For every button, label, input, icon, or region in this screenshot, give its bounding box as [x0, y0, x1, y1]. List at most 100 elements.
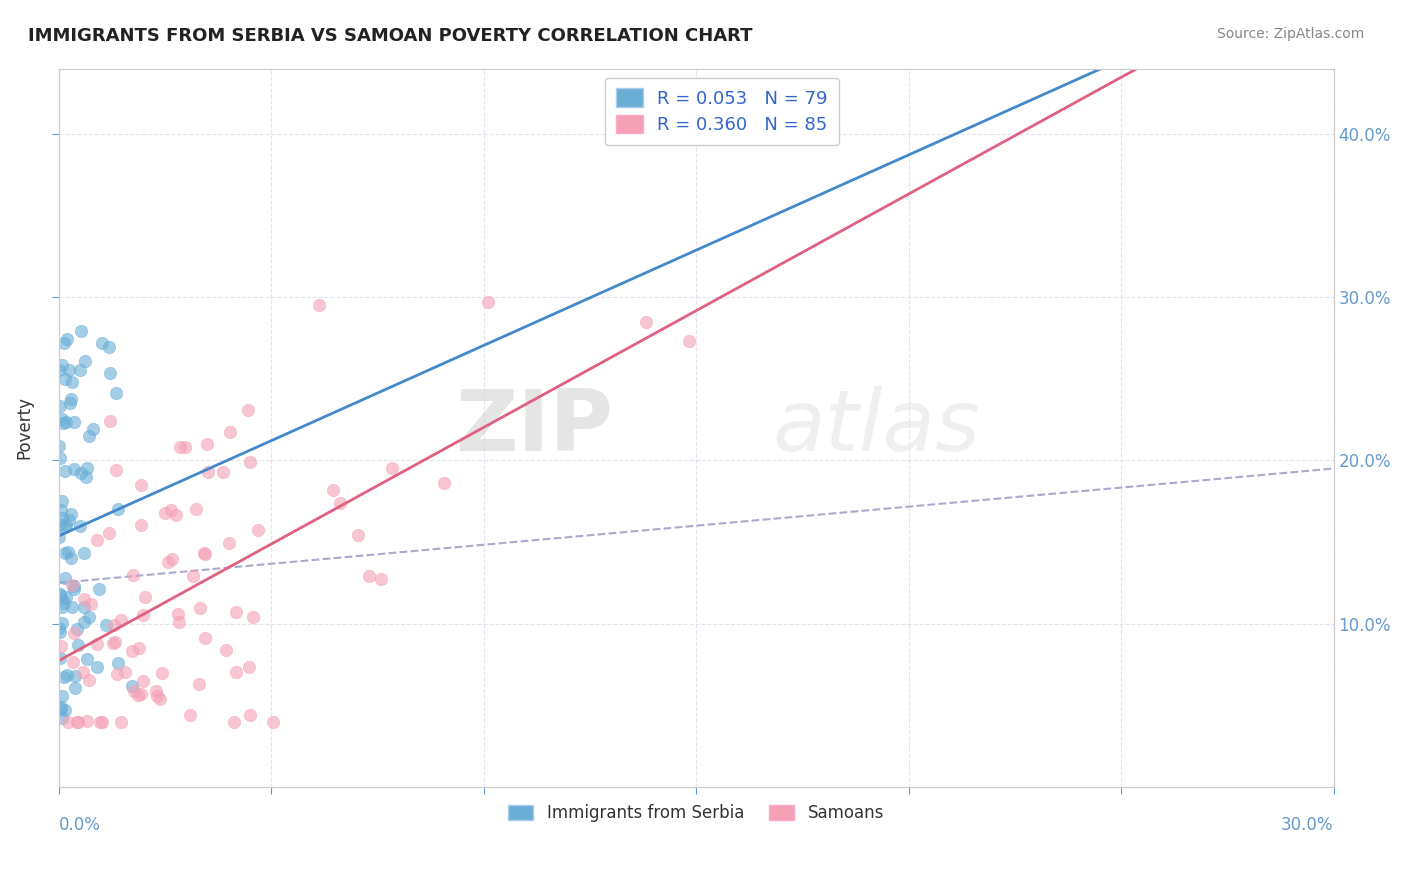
Point [67, 638, 90, 652]
Point [134, 590, 156, 604]
Point [636, 315, 658, 329]
Point [127, 688, 149, 702]
Point [49, 450, 72, 465]
Point [98, 366, 121, 380]
Point [150, 666, 173, 681]
Point [98, 340, 121, 354]
Point [678, 334, 700, 348]
Point [48, 624, 70, 639]
Text: 0.0%: 0.0% [59, 815, 101, 834]
Point [308, 298, 330, 312]
Point [59, 551, 82, 566]
Point [262, 714, 284, 729]
Point [132, 607, 155, 622]
Point [58, 513, 80, 527]
Point [129, 687, 152, 701]
Point [48, 363, 70, 377]
Point [60, 392, 83, 406]
Point [60, 375, 83, 389]
Point [146, 689, 169, 703]
Point [48, 439, 70, 453]
Point [51, 510, 73, 524]
Point [49, 503, 72, 517]
Point [103, 617, 125, 632]
Point [63, 669, 86, 683]
Point [222, 714, 245, 729]
Point [477, 294, 499, 309]
Point [153, 506, 176, 520]
Point [55, 590, 77, 604]
Point [160, 502, 183, 516]
Point [239, 455, 262, 469]
Point [66, 714, 89, 729]
Point [51, 711, 73, 725]
Point [160, 551, 183, 566]
Point [58, 545, 80, 559]
Point [53, 372, 76, 386]
Point [114, 665, 136, 679]
Point [101, 636, 124, 650]
Point [86, 533, 108, 547]
Point [179, 708, 201, 723]
Text: atlas: atlas [773, 386, 980, 469]
Point [104, 635, 127, 649]
Point [129, 518, 152, 533]
Point [53, 520, 76, 534]
Point [53, 546, 76, 560]
Point [53, 464, 76, 478]
Point [91, 336, 114, 351]
Point [51, 600, 73, 615]
Point [107, 502, 129, 516]
Point [236, 402, 259, 417]
Point [238, 660, 260, 674]
Point [96, 618, 118, 632]
Text: IMMIGRANTS FROM SERBIA VS SAMOAN POVERTY CORRELATION CHART: IMMIGRANTS FROM SERBIA VS SAMOAN POVERTY… [28, 27, 752, 45]
Point [322, 483, 344, 498]
Point [51, 494, 73, 508]
Point [347, 527, 370, 541]
Point [63, 461, 86, 475]
Point [77, 673, 100, 687]
Point [60, 507, 83, 521]
Point [86, 637, 108, 651]
Point [110, 613, 132, 627]
Point [51, 358, 73, 372]
Point [51, 412, 73, 426]
Point [66, 714, 89, 729]
Point [104, 386, 127, 401]
Point [174, 440, 197, 454]
Point [73, 600, 96, 615]
Point [104, 463, 127, 477]
Point [56, 714, 79, 729]
Point [49, 588, 72, 602]
Point [58, 363, 80, 377]
Point [62, 656, 84, 670]
Text: ZIP: ZIP [456, 386, 613, 469]
Point [73, 546, 96, 560]
Legend: Immigrants from Serbia, Samoans: Immigrants from Serbia, Samoans [502, 797, 890, 829]
Point [52, 416, 75, 430]
Point [51, 702, 73, 716]
Point [51, 689, 73, 703]
Point [66, 622, 89, 636]
Point [73, 353, 96, 368]
Point [77, 610, 100, 624]
Point [329, 496, 352, 510]
Point [169, 440, 191, 454]
Point [62, 626, 84, 640]
Point [70, 324, 93, 338]
Point [70, 466, 93, 480]
Text: Source: ZipAtlas.com: Source: ZipAtlas.com [1216, 27, 1364, 41]
Point [82, 422, 104, 436]
Point [63, 416, 86, 430]
Point [195, 437, 218, 451]
Point [121, 680, 143, 694]
Point [73, 615, 96, 629]
Point [107, 656, 129, 670]
Point [69, 362, 91, 376]
Point [381, 460, 404, 475]
Point [51, 592, 73, 607]
Point [433, 476, 456, 491]
Point [181, 568, 204, 582]
Point [55, 571, 77, 585]
